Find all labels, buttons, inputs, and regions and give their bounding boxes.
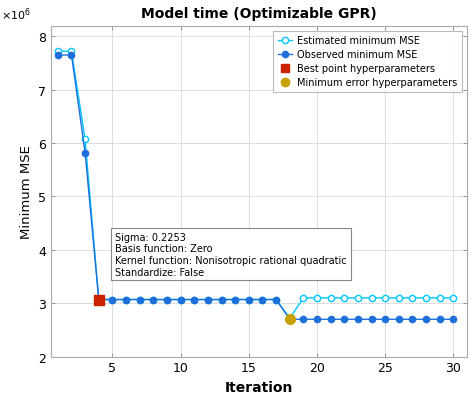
Legend: Estimated minimum MSE, Observed minimum MSE, Best point hyperparameters, Minimum: Estimated minimum MSE, Observed minimum … <box>273 31 462 93</box>
Title: Model time (Optimizable GPR): Model time (Optimizable GPR) <box>141 7 377 21</box>
Y-axis label: Minimum MSE: Minimum MSE <box>19 145 33 239</box>
X-axis label: Iteration: Iteration <box>225 380 293 394</box>
Text: Sigma: 0.2253
Basis function: Zero
Kernel function: Nonisotropic rational quadra: Sigma: 0.2253 Basis function: Zero Kerne… <box>115 232 347 277</box>
Text: $\times10^6$: $\times10^6$ <box>1 7 31 23</box>
